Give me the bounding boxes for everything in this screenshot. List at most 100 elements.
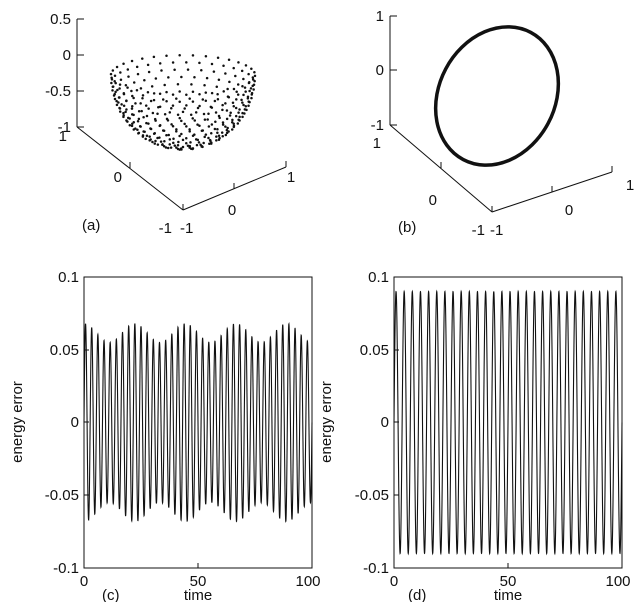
hemisphere-point — [178, 100, 181, 103]
hemisphere-point — [148, 135, 151, 138]
hemisphere-point — [152, 98, 156, 102]
hemisphere-point — [175, 97, 178, 100]
hemisphere-point — [163, 112, 167, 116]
hemisphere-point — [157, 105, 160, 109]
hemisphere-point — [124, 84, 128, 87]
hemisphere-point — [176, 144, 180, 147]
hemisphere-point — [234, 114, 238, 118]
hemisphere-point — [242, 93, 245, 97]
hemisphere-point — [200, 69, 203, 72]
hemisphere-point — [165, 99, 168, 103]
hemisphere-point — [153, 117, 157, 121]
hemisphere-point — [209, 105, 213, 109]
hemisphere-point — [185, 141, 188, 145]
hemisphere-point — [128, 123, 132, 127]
hemisphere-point — [243, 112, 246, 115]
hemisphere-point — [152, 55, 156, 59]
hemisphere-point — [231, 118, 234, 122]
panel-a-axes — [76, 18, 287, 211]
hemisphere-point — [118, 87, 121, 90]
hemisphere-point — [188, 97, 191, 100]
hemisphere-point — [242, 77, 245, 81]
hemisphere-point — [201, 129, 205, 132]
hemisphere-point — [224, 125, 227, 128]
hemisphere-point — [180, 119, 183, 123]
hemisphere-point — [221, 134, 224, 138]
hemisphere-point — [244, 64, 248, 67]
hemisphere-point — [244, 90, 247, 93]
panel-c-y-axis-label: energy error — [9, 381, 26, 463]
panel-a-z-tick-label: 0 — [63, 47, 71, 64]
hemisphere-point — [234, 74, 237, 78]
hemisphere-point — [140, 109, 143, 113]
hemisphere-point — [119, 78, 123, 81]
hemisphere-point — [199, 143, 202, 146]
panel-a-x-tick-label: 0 — [228, 202, 236, 219]
hemisphere-point — [152, 92, 156, 95]
hemisphere-point — [115, 103, 119, 107]
hemisphere-point — [178, 53, 181, 57]
hemisphere-point — [128, 117, 131, 120]
hemisphere-point — [118, 96, 121, 99]
hemisphere-point — [237, 111, 240, 114]
hemisphere-point — [253, 79, 256, 83]
panel-c-x-axis-label: time — [184, 587, 212, 602]
hemisphere-point — [162, 145, 166, 148]
hemisphere-point — [141, 97, 144, 100]
hemisphere-point — [240, 98, 243, 102]
hemisphere-point — [252, 83, 256, 87]
hemisphere-point — [149, 127, 153, 131]
panel-c-energy-error-series — [83, 322, 313, 523]
hemisphere-point — [166, 146, 170, 150]
hemisphere-point — [216, 131, 219, 134]
hemisphere-point — [131, 94, 134, 98]
panel-d: 0.1 0.05 0 -0.05 -0.1 0 50 100 time ener… — [318, 269, 631, 602]
hemisphere-point — [158, 62, 162, 65]
hemisphere-point — [220, 131, 224, 134]
hemisphere-point — [215, 139, 218, 142]
hemisphere-point — [226, 87, 229, 91]
hemisphere-point — [225, 117, 229, 121]
hemisphere-point — [145, 121, 148, 125]
hemisphere-point — [171, 104, 175, 107]
hemisphere-point — [177, 140, 180, 144]
hemisphere-point — [147, 122, 150, 125]
hemisphere-point — [216, 127, 219, 131]
hemisphere-point — [130, 124, 134, 128]
hemisphere-point — [161, 129, 165, 132]
hemisphere-point — [215, 85, 219, 89]
hemisphere-point — [193, 119, 196, 122]
hemisphere-point — [186, 68, 190, 71]
hemisphere-point — [122, 113, 125, 117]
hemisphere-point — [236, 93, 240, 96]
hemisphere-point — [109, 72, 113, 76]
hemisphere-point — [127, 75, 130, 78]
hemisphere-point — [158, 136, 161, 139]
hemisphere-point — [216, 98, 220, 101]
panel-c-x-tick-label: 0 — [80, 573, 88, 590]
hemisphere-point — [153, 142, 156, 145]
hemisphere-point — [221, 103, 224, 107]
hemisphere-point — [136, 120, 140, 123]
hemisphere-point — [124, 110, 127, 114]
hemisphere-point — [122, 111, 125, 115]
hemisphere-point — [225, 109, 229, 112]
hemisphere-point — [247, 72, 250, 76]
panel-d-x-tick-label: 100 — [605, 573, 630, 590]
hemisphere-point — [132, 113, 135, 117]
hemisphere-point — [176, 83, 180, 86]
hemisphere-point — [170, 106, 173, 110]
hemisphere-point — [207, 125, 211, 128]
hemisphere-point — [247, 100, 250, 103]
hemisphere-point — [118, 107, 122, 110]
hemisphere-point — [125, 99, 128, 102]
hemisphere-point — [136, 128, 139, 132]
hemisphere-point — [214, 120, 217, 124]
hemisphere-point — [242, 103, 245, 107]
hemisphere-point — [165, 90, 168, 94]
hemisphere-point — [111, 69, 115, 72]
panel-a-y-tick-label: -1 — [159, 220, 172, 237]
hemisphere-point — [132, 81, 136, 84]
hemisphere-point — [181, 110, 185, 114]
hemisphere-point — [147, 70, 151, 74]
